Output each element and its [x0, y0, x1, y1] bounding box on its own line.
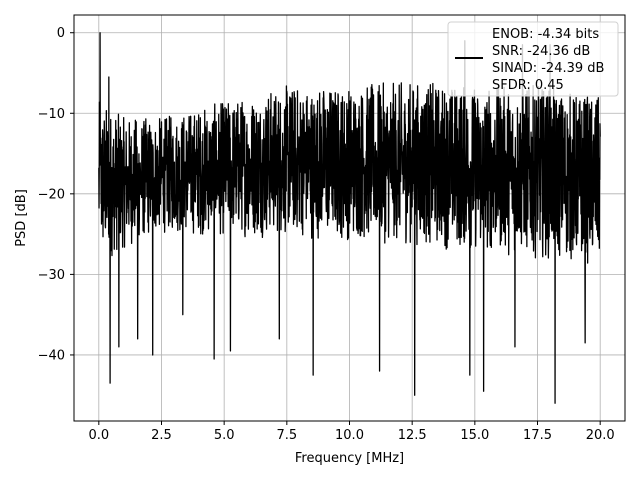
x-tick-label: 0.0	[88, 428, 109, 443]
legend-box	[447, 21, 619, 97]
legend-entry-sfdr: SFDR: 0.45	[492, 78, 564, 93]
legend-entry-enob: ENOB: -4.34 bits	[492, 27, 599, 42]
y-tick-label: −30	[38, 268, 65, 283]
y-tick-label: −10	[38, 107, 65, 122]
x-tick-label: 5.0	[214, 428, 235, 443]
legend-entry-sinad: SINAD: -24.39 dB	[492, 61, 604, 76]
y-tick-label: −20	[38, 187, 65, 202]
legend: ENOB: -4.34 bits SNR: -24.36 dB SINAD: -…	[447, 21, 619, 97]
x-axis-title: Frequency [MHz]	[295, 451, 404, 466]
x-tick-label: 17.5	[523, 428, 552, 443]
x-tick-label: 2.5	[151, 428, 172, 443]
legend-entry-snr: SNR: -24.36 dB	[492, 44, 590, 59]
x-tick-label: 15.0	[460, 428, 489, 443]
x-tick-label: 10.0	[335, 428, 364, 443]
psd-series-line	[98, 32, 601, 404]
y-tick-label: −40	[38, 348, 65, 363]
x-tick-label: 20.0	[586, 428, 615, 443]
series-psd	[98, 32, 601, 404]
y-axis-title: PSD [dB]	[14, 189, 29, 247]
x-tick-label: 7.5	[276, 428, 297, 443]
y-tick-label: 0	[57, 26, 65, 41]
axis-ticks: 0.0 2.5 5.0 7.5 10.0 12.5 15.0 17.5 20.0 0 −10 −20 −…	[38, 26, 615, 443]
x-tick-label: 12.5	[398, 428, 427, 443]
